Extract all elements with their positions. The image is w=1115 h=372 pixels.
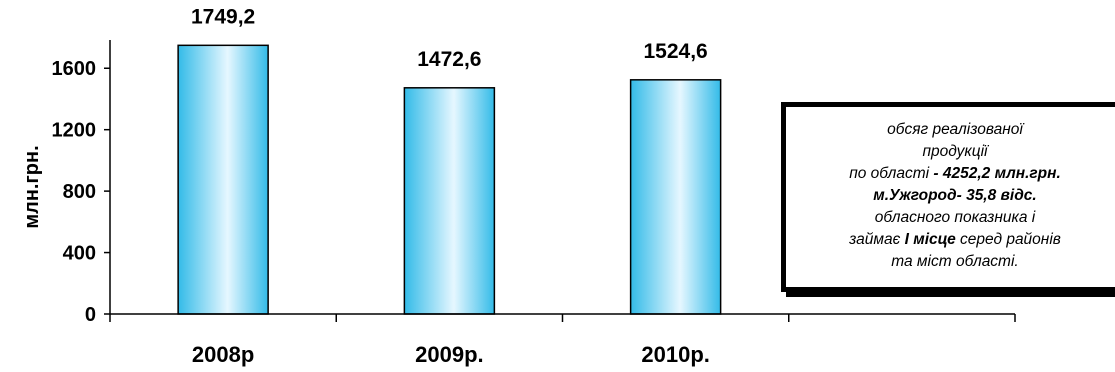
annotation-line: обласного показника і [874, 209, 1036, 226]
y-axis-title: млн.грн. [21, 145, 43, 228]
x-tick-label-1: 2009р. [415, 342, 484, 367]
annotation-line: та міст області. [891, 253, 1019, 270]
value-label-2: 1524,6 [644, 40, 708, 63]
axes-layer [104, 40, 1016, 322]
annotation-line: обсяг реалізованої [887, 121, 1023, 138]
y-tick-label-2: 800 [63, 181, 96, 203]
y-tick-label-0: 0 [85, 304, 96, 326]
bar-2 [629, 79, 722, 315]
bars-layer [177, 44, 722, 315]
bar-0 [177, 44, 269, 315]
labels-layer: 1749,2 1472,6 1524,6 0 400 800 1200 1600 2008р 20… [52, 5, 710, 367]
annotation-line: по області - 4252,2 млн.грн. [849, 165, 1061, 182]
annotation-box: обсяг реалізованої продукції по області … [781, 102, 1115, 292]
x-tick-label-2: 2010р. [641, 342, 710, 367]
y-tick-label-3: 1200 [52, 120, 97, 142]
x-tick-label-0: 2008р [192, 342, 254, 367]
value-label-0: 1749,2 [191, 5, 255, 28]
y-tick-label-1: 400 [63, 243, 96, 265]
annotation-line: м.Ужгород- 35,8 відс. [873, 187, 1037, 204]
bar-1 [403, 87, 496, 315]
annotation-line: займає І місце серед районів [849, 231, 1061, 248]
annotation-line: продукції [922, 143, 988, 160]
y-tick-label-4: 1600 [52, 58, 97, 80]
value-label-1: 1472,6 [417, 48, 481, 71]
